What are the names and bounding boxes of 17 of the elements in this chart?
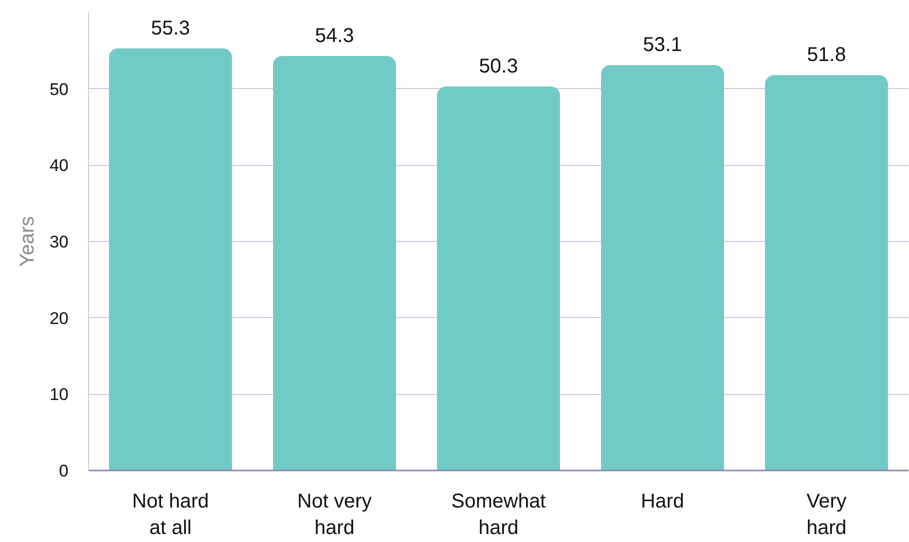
x-tick-label: Hard bbox=[640, 490, 684, 512]
data-label: 50.3 bbox=[479, 56, 518, 78]
data-label: 55.3 bbox=[151, 17, 190, 40]
y-tick-label: 20 bbox=[50, 308, 69, 328]
data-label: 54.3 bbox=[315, 25, 354, 48]
data-label: 51.8 bbox=[807, 44, 846, 66]
x-tick-label: Not very hard bbox=[297, 490, 372, 539]
y-tick-label: 0 bbox=[59, 462, 69, 480]
x-tick-label: Very hard bbox=[806, 490, 847, 539]
y-tick-label: 10 bbox=[50, 385, 69, 404]
data-label: 53.1 bbox=[643, 34, 682, 56]
x-tick-label: Somewhat hard bbox=[451, 490, 546, 539]
y-tick-label: 30 bbox=[50, 232, 69, 252]
y-tick-label: 50 bbox=[50, 80, 69, 99]
y-tick-label: 40 bbox=[50, 156, 69, 176]
y-axis-title: Years bbox=[16, 216, 39, 267]
x-tick-label: Not hard at all bbox=[132, 490, 209, 539]
